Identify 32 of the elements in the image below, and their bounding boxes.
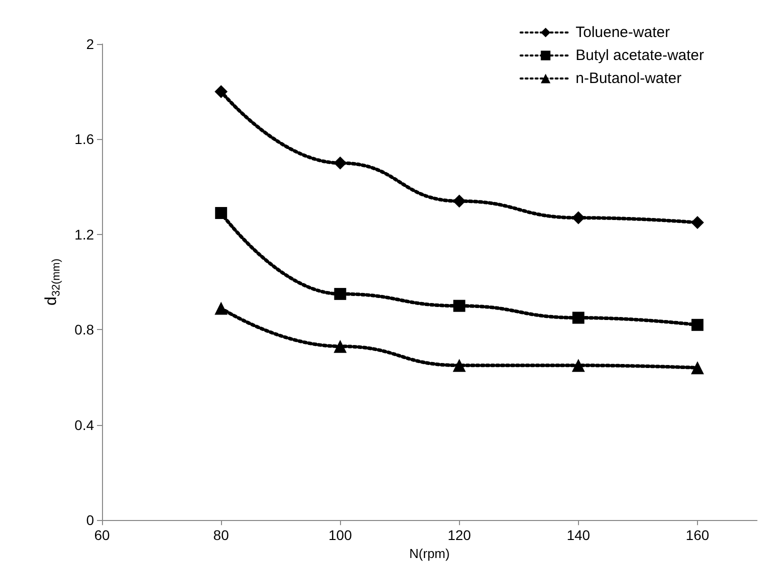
y-tick-label: 0.8 bbox=[74, 322, 94, 338]
x-tick-label: 120 bbox=[448, 527, 472, 544]
point bbox=[453, 300, 466, 312]
x-tick-label: 140 bbox=[566, 527, 590, 544]
y-tick-label: 1.2 bbox=[74, 226, 94, 242]
point bbox=[690, 216, 704, 230]
y-tick-label: 0.4 bbox=[74, 416, 94, 433]
legend-label: n-Butanol-water bbox=[576, 70, 682, 87]
point bbox=[214, 85, 228, 98]
point bbox=[452, 194, 466, 208]
y-tick-label: 0 bbox=[86, 512, 94, 528]
legend-label: Toluene-water bbox=[576, 24, 670, 41]
x-axis-title: N(rpm) bbox=[409, 546, 450, 561]
point bbox=[690, 361, 704, 374]
point bbox=[691, 318, 704, 331]
y-axis-title: d32(mm) bbox=[43, 258, 62, 306]
point bbox=[214, 302, 228, 315]
point bbox=[452, 358, 466, 372]
x-tick-label: 160 bbox=[686, 527, 710, 544]
y-tick-label: 1.6 bbox=[74, 131, 94, 148]
point bbox=[572, 312, 584, 324]
x-tick-label: 60 bbox=[94, 527, 110, 544]
legend-label: Butyl acetate-water bbox=[576, 47, 704, 64]
point bbox=[572, 211, 585, 224]
x-tick-label: 100 bbox=[328, 527, 352, 544]
point bbox=[334, 340, 347, 353]
point bbox=[334, 288, 346, 300]
y-tick-label: 2 bbox=[86, 36, 94, 52]
point bbox=[572, 358, 585, 372]
point bbox=[215, 207, 228, 220]
x-tick-label: 80 bbox=[213, 527, 230, 544]
point bbox=[334, 156, 347, 170]
